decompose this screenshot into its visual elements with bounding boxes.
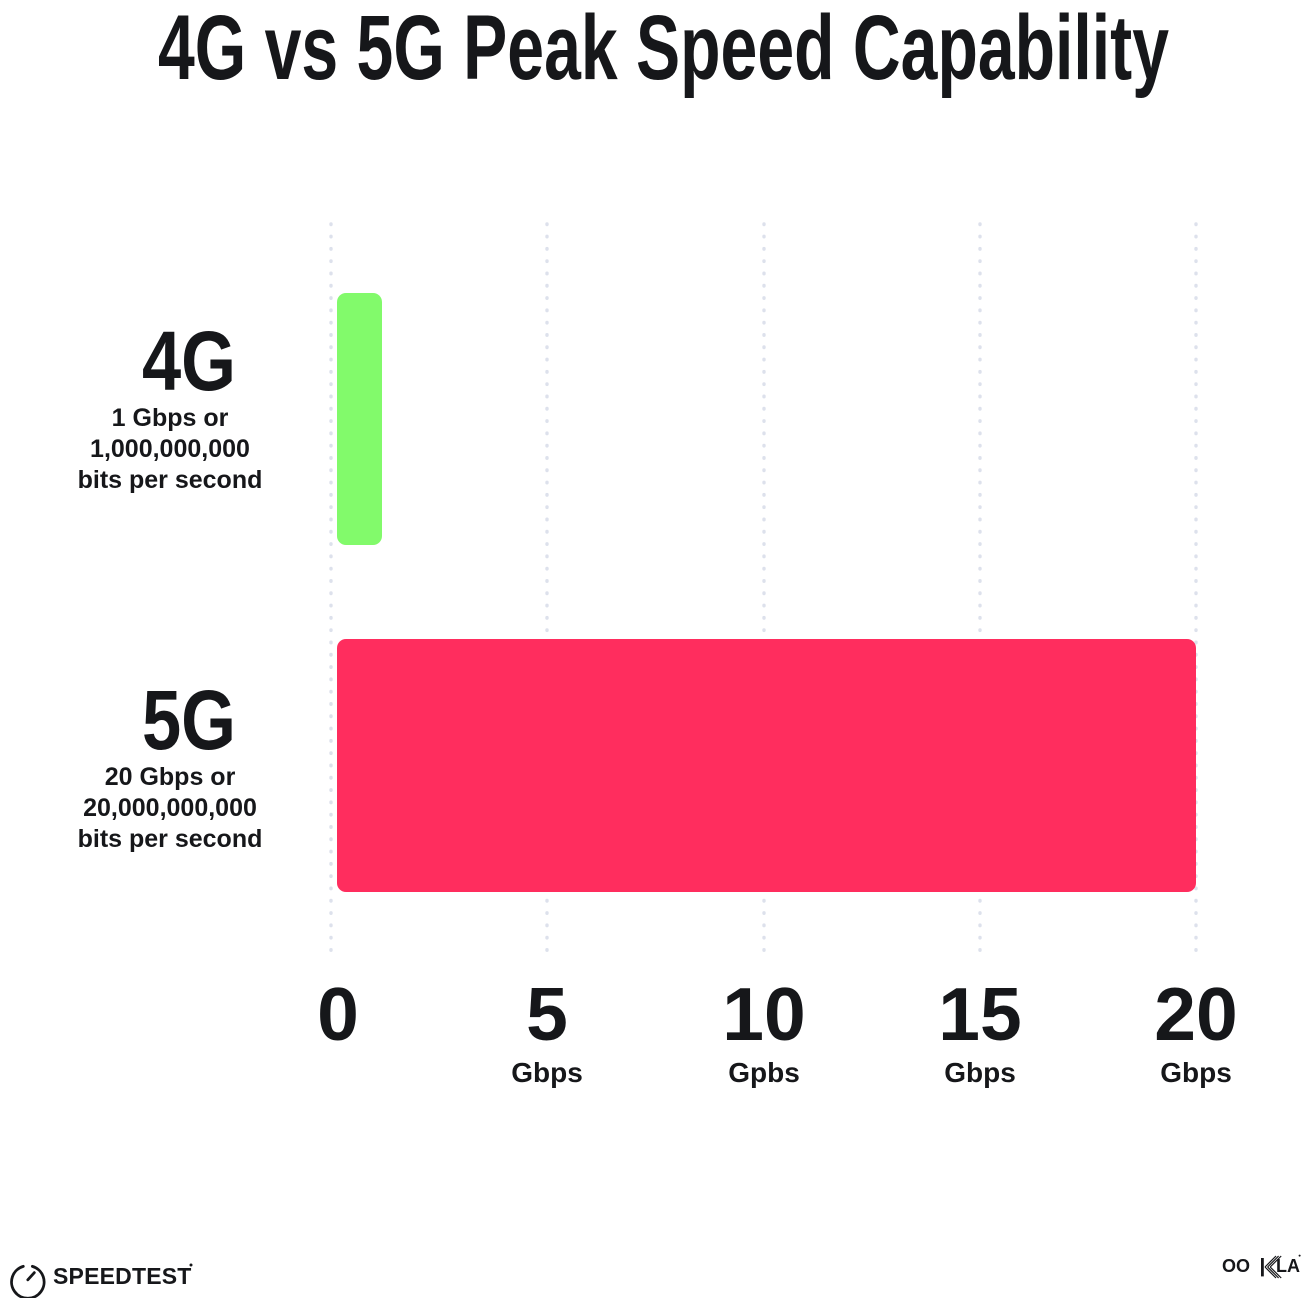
svg-text:SPEEDTEST: SPEEDTEST (53, 1263, 192, 1289)
svg-text:5G: 5G (142, 679, 236, 767)
svg-text:OO: OO (1222, 1256, 1250, 1276)
svg-text:4G: 4G (142, 320, 236, 408)
svg-text:LA: LA (1276, 1256, 1300, 1276)
